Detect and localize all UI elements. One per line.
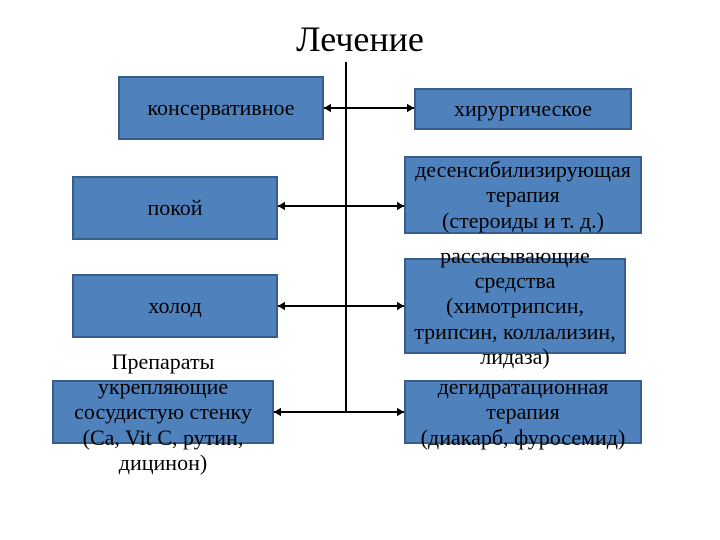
diagram-title: Лечение (0, 18, 720, 60)
node-dehydr: дегидратационная терапия(диакарб, фуросе… (404, 380, 642, 444)
node-label: покой (147, 195, 202, 220)
node-rest: покой (72, 176, 278, 240)
node-label: хирургическое (454, 96, 592, 121)
diagram-stage: Лечение консервативное хирургическое пок… (0, 0, 720, 540)
node-resorb: рассасывающие средства(химотрипсин, трип… (404, 258, 626, 354)
node-conservative: консервативное (118, 76, 324, 140)
node-label: рассасывающие средства(химотрипсин, трип… (406, 243, 624, 369)
node-label: дегидратационная терапия(диакарб, фуросе… (406, 374, 640, 450)
node-label: консервативное (147, 95, 294, 120)
node-desens: десенсибилизирующая терапия(стероиды и т… (404, 156, 642, 234)
node-label: Препараты укрепляющие сосудистую стенку … (54, 349, 272, 475)
node-surgical: хирургическое (414, 88, 632, 130)
node-cold: холод (72, 274, 278, 338)
node-label: десенсибилизирующая терапия(стероиды и т… (406, 157, 640, 233)
node-vascular: Препараты укрепляющие сосудистую стенку … (52, 380, 274, 444)
node-label: холод (148, 293, 201, 318)
